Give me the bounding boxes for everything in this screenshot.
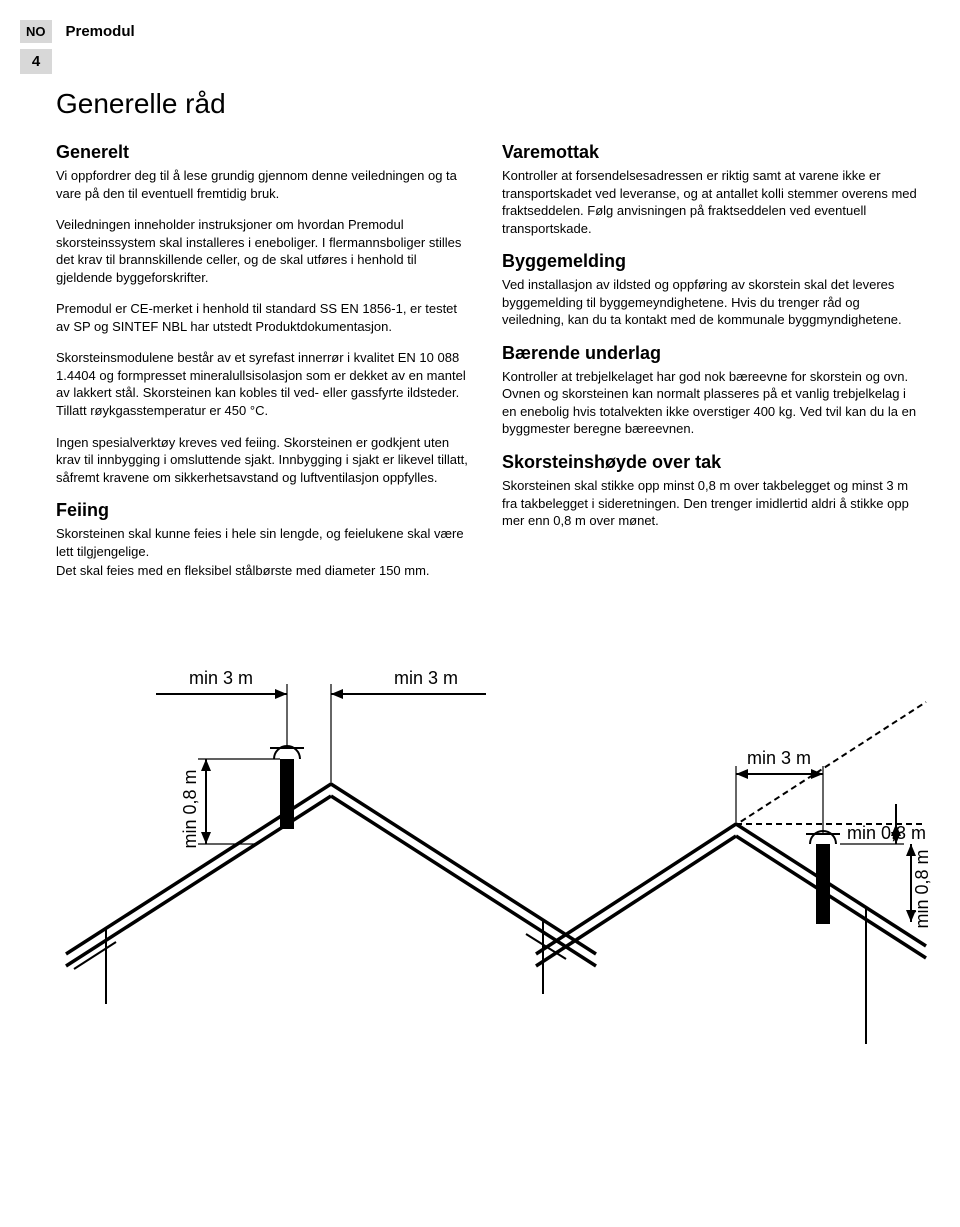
dim-min-3m-3: min 3 m [747,748,811,768]
para: Kontroller at trebjelkelaget har god nok… [502,368,920,438]
para: Skorsteinen skal stikke opp minst 0,8 m … [502,477,920,530]
heading-skorsteinshoyde: Skorsteinshøyde over tak [502,452,920,473]
para: Ingen spesialverktøy kreves ved feiing. … [56,434,474,487]
roof-diagram: min 0,8 m min 3 m min 3 m [56,654,920,1089]
para: Premodul er CE-merket i henhold til stan… [56,300,474,335]
heading-byggemelding: Byggemelding [502,251,920,272]
para: Skorsteinen skal kunne feies i hele sin … [56,525,474,560]
para: Ved installasjon av ildsted og oppføring… [502,276,920,329]
lang-tag: NO [20,20,52,43]
heading-generelt: Generelt [56,142,474,163]
right-column: Varemottak Kontroller at forsendelsesadr… [502,142,920,594]
roof-svg: min 0,8 m min 3 m min 3 m [56,654,936,1084]
heading-feiing: Feiing [56,500,474,521]
brand-label: Premodul [66,23,135,40]
para: Veiledningen inneholder instruksjoner om… [56,216,474,286]
heading-baerende: Bærende underlag [502,343,920,364]
left-column: Generelt Vi oppfordrer deg til å lese gr… [56,142,474,594]
dim-min-03m: min 0,3 m [847,823,926,843]
dim-min-3m-2: min 3 m [394,668,458,688]
dim-min-08m-right: min 0,8 m [912,849,932,928]
para: Kontroller at forsendelsesadressen er ri… [502,167,920,237]
para: Det skal feies med en fleksibel stålbørs… [56,562,474,580]
dim-min-08m-left: min 0,8 m [180,769,200,848]
content-columns: Generelt Vi oppfordrer deg til å lese gr… [56,142,920,594]
page-title: Generelle råd [56,88,920,120]
page-number: 4 [20,49,52,74]
para: Vi oppfordrer deg til å lese grundig gje… [56,167,474,202]
para: Skorsteinsmodulene består av et syrefast… [56,349,474,419]
heading-varemottak: Varemottak [502,142,920,163]
dim-min-3m-1: min 3 m [189,668,253,688]
